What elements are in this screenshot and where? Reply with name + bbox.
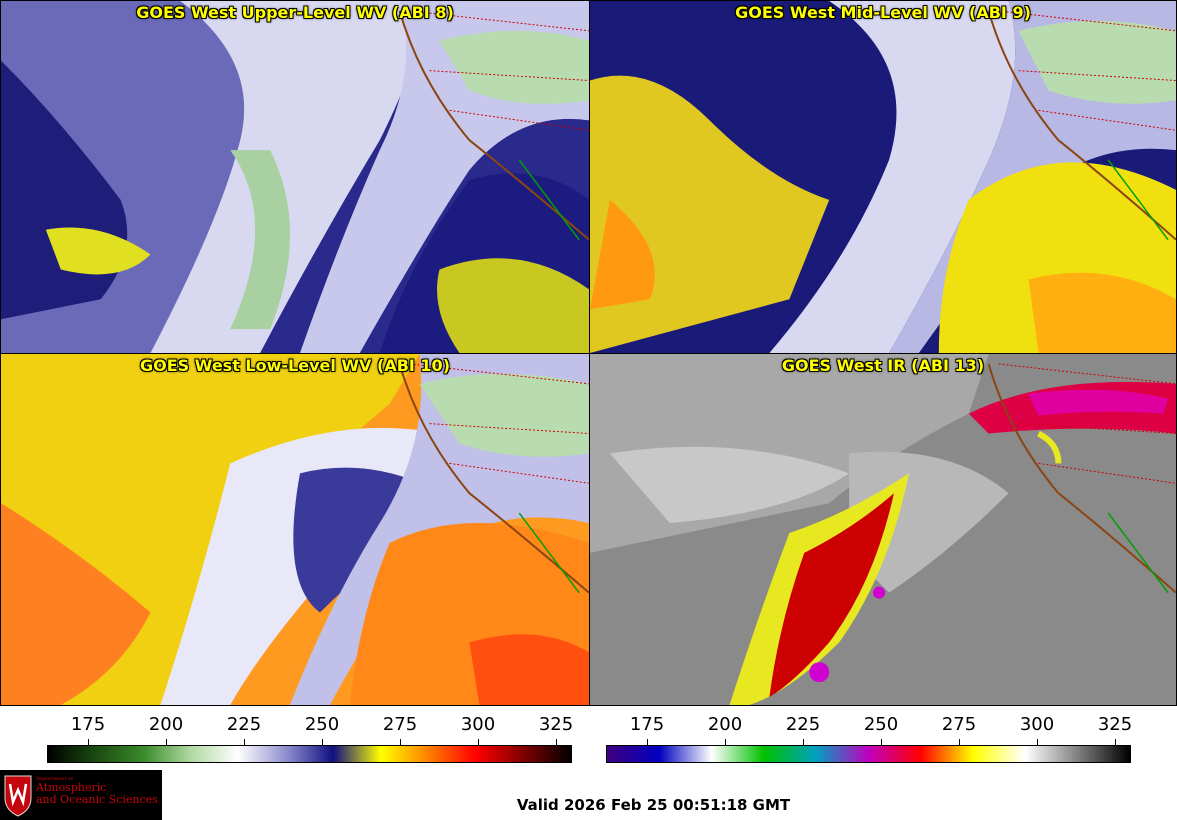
panel-upper-level-wv: GOES West Upper-Level WV (ABI 8) [0,0,590,354]
colorbar-wv-tick: 200 [148,714,184,735]
colorbar-ir-tick: 200 [707,714,743,735]
colorbar-wv-tickmark [244,739,245,745]
colorbar-wv-tickmark [322,739,323,745]
colorbar-wv-tickmark [88,739,89,745]
colorbar-wv-tick: 300 [460,714,496,735]
colorbar-wv-tick: 325 [538,714,574,735]
panel-title-ir: GOES West IR (ABI 13) [781,356,985,375]
panel-title-mid: GOES West Mid-Level WV (ABI 9) [735,3,1031,22]
logo-department: Department of [36,776,73,782]
colorbar-ir [606,745,1131,763]
mid-level-wv-image [590,1,1176,353]
ir-image [590,354,1176,705]
colorbar-wv-tickmark [166,739,167,745]
valid-time: Valid 2026 Feb 25 00:51:18 GMT [516,796,791,814]
logo-line-1: Atmospheric [36,781,107,795]
panel-ir: GOES West IR (ABI 13) [589,353,1177,706]
colorbar-ir-tick: 225 [785,714,821,735]
low-level-wv-image [1,354,589,705]
colorbar-ir-tickmark [1115,739,1116,745]
colorbar-ir-ticks: 175 200 225 250 275 300 325 [606,714,1133,738]
colorbar-ir-tickmark [803,739,804,745]
colorbar-ir-tick: 175 [629,714,665,735]
colorbar-wv-tick: 225 [226,714,262,735]
colorbar-wv-tick: 250 [304,714,340,735]
panel-title-low: GOES West Low-Level WV (ABI 10) [139,356,450,375]
panel-mid-level-wv: GOES West Mid-Level WV (ABI 9) [589,0,1177,354]
colorbar-ir-tick: 275 [941,714,977,735]
colorbar-wv [47,745,572,763]
colorbar-ir-tickmark [959,739,960,745]
colorbar-ir-tickmark [1037,739,1038,745]
colorbar-ir-tick: 250 [863,714,899,735]
colorbar-ir-tickmark [647,739,648,745]
colorbar-wv-tick: 275 [382,714,418,735]
colorbar-ir-tick: 325 [1097,714,1133,735]
logo-line-2: and Oceanic Sciences [36,792,158,806]
colorbar-ir-tickmark [725,739,726,745]
upper-level-wv-image [1,1,589,353]
colorbar-wv-tickmark [478,739,479,745]
uw-crest-icon [4,775,32,817]
colorbar-ir-tickmark [881,739,882,745]
colorbar-wv-ticks: 175 200 225 250 275 300 325 [47,714,574,738]
panel-title-upper: GOES West Upper-Level WV (ABI 8) [136,3,454,22]
colorbar-wv-tickmark [400,739,401,745]
colorbar-wv-tickmark [556,739,557,745]
logo-text: Department of Atmospheric and Oceanic Sc… [36,776,158,806]
aos-logo: Department of Atmospheric and Oceanic Sc… [0,770,162,820]
panel-low-level-wv: GOES West Low-Level WV (ABI 10) [0,353,590,706]
colorbar-wv-tick: 175 [70,714,106,735]
colorbar-ir-tick: 300 [1019,714,1055,735]
